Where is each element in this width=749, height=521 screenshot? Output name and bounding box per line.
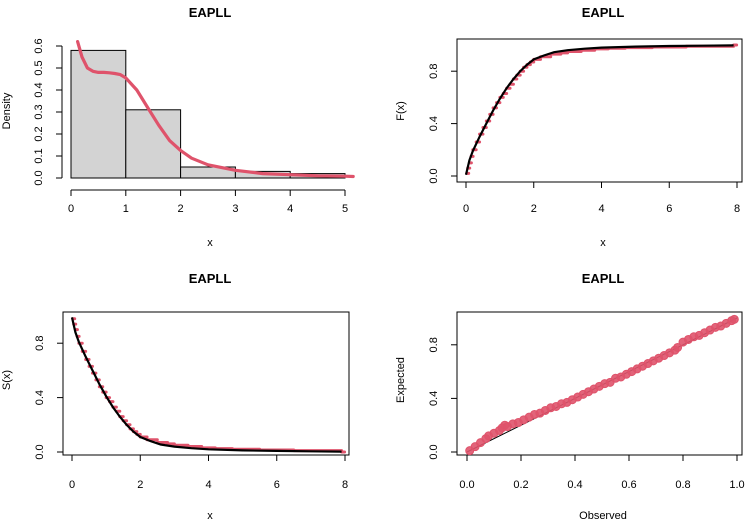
cdf-title: EAPLL [582, 5, 625, 20]
pp-x-tick-label: 0.2 [513, 479, 528, 491]
surv-x-tick-label: 2 [137, 479, 143, 491]
cdf-ylabel: F(x) [395, 101, 407, 121]
pp-point [673, 342, 683, 352]
hist-axes: 0 1 2 3 4 5 0.0 0.1 0.2 0.3 0.4 0.5 0.6 [33, 38, 348, 215]
surv-empirical-series [71, 317, 347, 454]
panel-histogram: EAPLL x Density 0 1 2 3 4 5 0.0 0.1 0.2 0.3 0.4 0.5… [1, 5, 355, 249]
cdf-x-tick-label: 8 [734, 203, 740, 215]
surv-fitted-line [70, 317, 342, 453]
surv-title: EAPLL [189, 271, 232, 286]
pp-title: EAPLL [582, 271, 625, 286]
hist-x-tick-label: 2 [178, 203, 184, 215]
pp-y-tick-label: 0.8 [428, 337, 440, 352]
pp-ylabel: Expected [395, 357, 407, 403]
hist-y-tick-label: 0.5 [33, 60, 45, 75]
cdf-x-tick-label: 0 [463, 203, 469, 215]
hist-title: EAPLL [189, 5, 232, 20]
cdf-frame [456, 38, 743, 183]
pp-x-tick-label: 0.0 [459, 479, 474, 491]
panel-survival: EAPLL x S(x) 0 2 4 6 8 0.0 0.4 0.8 [1, 271, 350, 521]
pp-x-tick-label: 1.0 [729, 479, 744, 491]
surv-x-tick-label: 6 [274, 479, 280, 491]
panel-pp: EAPLL Observed Expected 0.0 0.2 0.4 0.6 0.8 1… [395, 271, 745, 521]
cdf-empirical-series [465, 43, 739, 175]
pp-x-tick-label: 0.4 [567, 479, 582, 491]
hist-bar [70, 49, 127, 179]
pp-y-tick-label: 0.0 [428, 444, 440, 459]
surv-x-tick-label: 8 [342, 479, 348, 491]
hist-y-tick-label: 0.3 [33, 104, 45, 119]
surv-ylabel: S(x) [1, 370, 13, 390]
hist-y-tick-label: 0.1 [33, 148, 45, 163]
surv-axes: 0 2 4 6 8 0.0 0.4 0.8 [34, 336, 348, 491]
cdf-fitted-line [464, 44, 734, 175]
hist-x-tick-label: 3 [232, 203, 238, 215]
cdf-axes: 0 2 4 6 8 0.0 0.4 0.8 [428, 64, 740, 215]
pp-points [465, 314, 739, 456]
pp-y-tick-label: 0.4 [428, 391, 440, 406]
cdf-y-tick-label: 0.8 [428, 64, 440, 79]
hist-bars [70, 49, 346, 179]
surv-y-tick-label: 0.4 [34, 390, 46, 405]
hist-density-curve [76, 40, 355, 179]
hist-y-tick-label: 0.0 [33, 170, 45, 185]
hist-x-tick-label: 0 [68, 203, 74, 215]
hist-y-tick-label: 0.4 [33, 82, 45, 97]
pp-axes: 0.0 0.2 0.4 0.6 0.8 1.0 0.0 0.4 0.8 [428, 337, 745, 491]
hist-x-tick-label: 1 [123, 203, 129, 215]
hist-y-tick-label: 0.6 [33, 38, 45, 53]
pp-xlabel: Observed [579, 510, 627, 521]
cdf-xlabel: x [600, 237, 606, 249]
hist-ylabel: Density [1, 92, 13, 129]
hist-x-tick-label: 5 [342, 203, 348, 215]
pp-point [729, 314, 739, 324]
cdf-x-tick-label: 2 [531, 203, 537, 215]
hist-x-tick-label: 4 [287, 203, 293, 215]
surv-frame [62, 311, 350, 456]
surv-xlabel: x [207, 510, 213, 521]
cdf-y-tick-label: 0.0 [428, 168, 440, 183]
surv-x-tick-label: 4 [205, 479, 211, 491]
hist-y-tick-label: 0.2 [33, 126, 45, 141]
pp-frame [456, 311, 743, 456]
surv-x-tick-label: 0 [69, 479, 75, 491]
panel-cdf: EAPLL x F(x) 0 2 4 6 8 0.0 0.4 0.8 [395, 5, 743, 249]
cdf-x-tick-label: 6 [666, 203, 672, 215]
cdf-y-tick-label: 0.4 [428, 116, 440, 131]
pp-x-tick-label: 0.6 [621, 479, 636, 491]
hist-xlabel: x [207, 237, 213, 249]
cdf-x-tick-label: 4 [598, 203, 604, 215]
surv-y-tick-label: 0.0 [34, 444, 46, 459]
pp-x-tick-label: 0.8 [675, 479, 690, 491]
surv-y-tick-label: 0.8 [34, 336, 46, 351]
